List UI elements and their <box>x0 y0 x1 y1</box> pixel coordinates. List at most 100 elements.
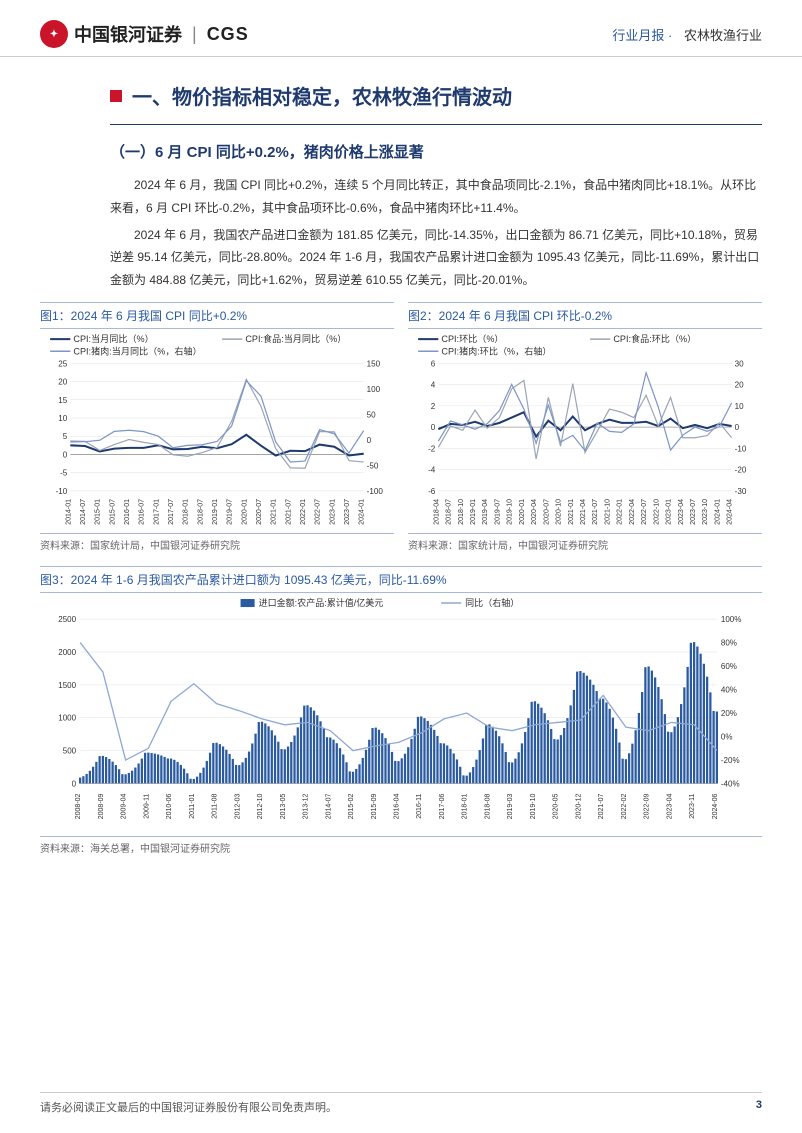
page-number: 3 <box>756 1099 762 1115</box>
svg-text:0: 0 <box>367 436 372 445</box>
svg-text:2020-05: 2020-05 <box>553 794 560 820</box>
svg-text:2015-07: 2015-07 <box>109 499 116 525</box>
svg-text:0: 0 <box>72 780 77 789</box>
chart-1-title: 图1：2024 年 6 月我国 CPI 同比+0.2% <box>40 302 394 329</box>
logo-text-cn: 中国银河证券 <box>74 21 182 47</box>
svg-text:1000: 1000 <box>58 714 76 723</box>
section-title-row: 一、物价指标相对稳定，农林牧渔行情波动 <box>110 81 762 110</box>
svg-text:2015-02: 2015-02 <box>348 794 355 820</box>
svg-text:CPI:猪肉:当月同比（%，右轴）: CPI:猪肉:当月同比（%，右轴） <box>73 345 201 356</box>
svg-text:0%: 0% <box>721 733 733 742</box>
svg-text:-6: -6 <box>428 487 436 496</box>
paragraph-2: 2024 年 6 月，我国农产品进口金额为 181.85 亿美元，同比-14.3… <box>110 224 762 292</box>
svg-text:2019-10: 2019-10 <box>530 794 537 820</box>
chart-2-source: 资料来源：国家统计局，中国银河证券研究院 <box>408 533 762 552</box>
svg-text:2008-02: 2008-02 <box>75 794 82 820</box>
svg-text:2019-03: 2019-03 <box>507 794 514 820</box>
svg-text:2009-04: 2009-04 <box>121 794 128 820</box>
svg-text:2017-06: 2017-06 <box>439 794 446 820</box>
section-title: 一、物价指标相对稳定，农林牧渔行情波动 <box>132 81 512 110</box>
svg-text:2012-03: 2012-03 <box>234 794 241 820</box>
chart-3: 进口金额:农产品:累计值/亿美元同比（右轴）050010001500200025… <box>40 593 762 834</box>
svg-text:2021-04: 2021-04 <box>580 499 587 525</box>
svg-text:2024-06: 2024-06 <box>712 794 719 820</box>
svg-text:2019-10: 2019-10 <box>507 499 514 525</box>
svg-text:2024-01: 2024-01 <box>714 499 721 525</box>
svg-text:2022-09: 2022-09 <box>644 794 651 820</box>
svg-text:20: 20 <box>58 378 67 387</box>
svg-text:CPI:当月同比（%）: CPI:当月同比（%） <box>73 333 153 344</box>
chart-3-source: 资料来源：海关总署，中国银河证券研究院 <box>40 836 762 855</box>
svg-text:2018-08: 2018-08 <box>484 794 491 820</box>
logo: ✦ 中国银河证券 | CGS <box>40 20 249 48</box>
svg-text:2021-07: 2021-07 <box>592 499 599 525</box>
svg-text:25: 25 <box>58 359 67 368</box>
svg-text:-20%: -20% <box>721 756 740 765</box>
svg-text:2022-01: 2022-01 <box>617 499 624 525</box>
svg-text:-30: -30 <box>735 487 747 496</box>
svg-text:30: 30 <box>735 359 744 368</box>
svg-text:-5: -5 <box>60 469 68 478</box>
header-sector: 农林牧渔行业 <box>684 28 762 43</box>
svg-text:-10: -10 <box>56 487 68 496</box>
svg-text:2015-01: 2015-01 <box>95 499 102 525</box>
chart-2-box: 图2：2024 年 6 月我国 CPI 环比-0.2% CPI:环比（%）CPI… <box>408 302 762 552</box>
svg-text:2020-10: 2020-10 <box>556 499 563 525</box>
svg-text:20%: 20% <box>721 709 737 718</box>
svg-text:2018-07: 2018-07 <box>446 499 453 525</box>
svg-text:500: 500 <box>63 747 77 756</box>
svg-text:2022-01: 2022-01 <box>300 499 307 525</box>
svg-text:80%: 80% <box>721 639 737 648</box>
svg-text:2016-01: 2016-01 <box>124 499 131 525</box>
svg-text:2022-10: 2022-10 <box>653 499 660 525</box>
svg-text:2014-07: 2014-07 <box>325 794 332 820</box>
svg-text:2021-01: 2021-01 <box>568 499 575 525</box>
chart-2-title: 图2：2024 年 6 月我国 CPI 环比-0.2% <box>408 302 762 329</box>
svg-text:2023-07: 2023-07 <box>690 499 697 525</box>
svg-text:2018-01: 2018-01 <box>462 794 469 820</box>
svg-text:2019-01: 2019-01 <box>212 499 219 525</box>
svg-text:2011-08: 2011-08 <box>212 794 219 819</box>
svg-text:2021-10: 2021-10 <box>604 499 611 525</box>
svg-text:15: 15 <box>58 396 67 405</box>
svg-text:6: 6 <box>431 359 436 368</box>
svg-text:CPI:环比（%）: CPI:环比（%） <box>441 333 503 344</box>
svg-text:-2: -2 <box>428 444 436 453</box>
svg-text:60%: 60% <box>721 662 737 671</box>
svg-text:同比（右轴）: 同比（右轴） <box>465 597 519 608</box>
svg-text:-20: -20 <box>735 466 747 475</box>
header-right: 行业月报 · 农林牧渔行业 <box>612 25 762 44</box>
svg-text:2013-05: 2013-05 <box>280 794 287 820</box>
svg-text:-100: -100 <box>367 487 384 496</box>
logo-icon: ✦ <box>40 20 68 48</box>
svg-text:2021-07: 2021-07 <box>598 794 605 820</box>
svg-text:2014-01: 2014-01 <box>65 499 72 525</box>
svg-text:2020-12: 2020-12 <box>575 794 582 820</box>
svg-text:2020-04: 2020-04 <box>531 499 538 525</box>
page-header: ✦ 中国银河证券 | CGS 行业月报 · 农林牧渔行业 <box>0 0 802 57</box>
svg-text:2017-07: 2017-07 <box>168 499 175 525</box>
svg-text:2019-07: 2019-07 <box>227 499 234 525</box>
svg-text:2024-01: 2024-01 <box>359 499 366 525</box>
title-underline <box>110 124 762 125</box>
chart-2: CPI:环比（%）CPI:食品:环比（%）CPI:猪肉:环比（%，右轴）-6-4… <box>408 329 762 531</box>
svg-text:2024-04: 2024-04 <box>727 499 734 525</box>
svg-text:10: 10 <box>735 402 744 411</box>
svg-text:4: 4 <box>431 381 436 390</box>
svg-text:2022-07: 2022-07 <box>315 499 322 525</box>
svg-text:10: 10 <box>58 414 67 423</box>
svg-text:2020-01: 2020-01 <box>241 499 248 525</box>
svg-text:50: 50 <box>367 410 376 419</box>
svg-text:2018-07: 2018-07 <box>197 499 204 525</box>
svg-text:2023-04: 2023-04 <box>666 794 673 820</box>
svg-text:-4: -4 <box>428 466 436 475</box>
header-category: 行业月报 <box>612 28 664 43</box>
chart-3-title: 图3：2024 年 1-6 月我国农产品累计进口额为 1095.43 亿美元，同… <box>40 566 762 593</box>
svg-text:2010-06: 2010-06 <box>166 794 173 820</box>
svg-text:2019-01: 2019-01 <box>470 499 477 525</box>
svg-text:2019-07: 2019-07 <box>494 499 501 525</box>
svg-text:-50: -50 <box>367 461 379 470</box>
chart-1: CPI:当月同比（%）CPI:食品:当月同比（%）CPI:猪肉:当月同比（%，右… <box>40 329 394 531</box>
svg-text:2023-07: 2023-07 <box>344 499 351 525</box>
page-footer: 请务必阅读正文最后的中国银河证券股份有限公司免责声明。 3 <box>40 1092 762 1115</box>
